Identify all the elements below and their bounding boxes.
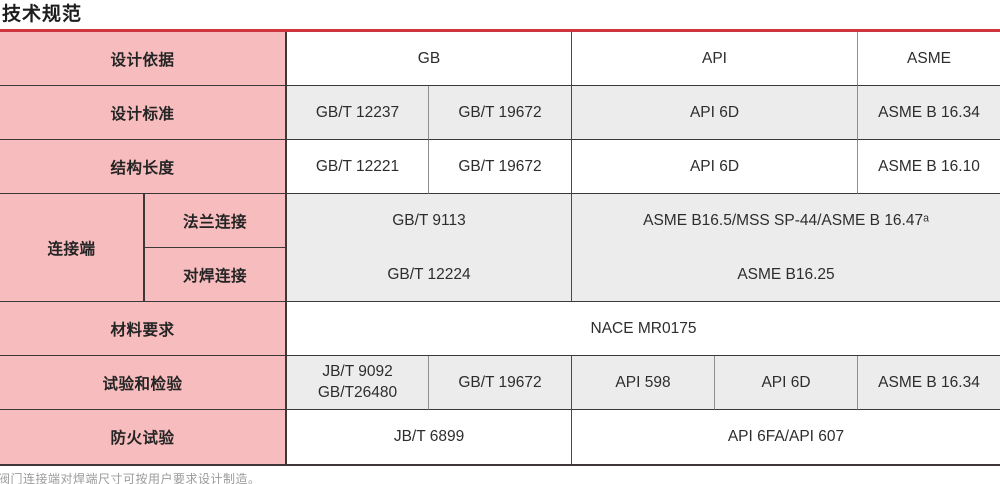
- cell-design-basis-gb: GB: [285, 32, 571, 86]
- cell-design-basis-api: API: [571, 32, 857, 86]
- cell-fire-test-intl: API 6FA/API 607: [571, 410, 1000, 464]
- cell-structure-length-gb2: GB/T 19672: [428, 140, 571, 194]
- cell-test-inspection-api6d: API 6D: [714, 356, 857, 410]
- spec-table: 设计依据 GB API ASME 设计标准 GB/T 12237 GB/T 19…: [0, 29, 1000, 466]
- cell-test-inspection-jb: JB/T 9092 GB/T26480: [285, 356, 428, 410]
- cell-structure-length-gb1: GB/T 12221: [285, 140, 428, 194]
- cell-design-standard-gb2: GB/T 19672: [428, 86, 571, 140]
- cell-structure-length-asme: ASME B 16.10: [857, 140, 1000, 194]
- row-header-fire-test: 防火试验: [0, 410, 285, 464]
- cell-structure-length-api: API 6D: [571, 140, 857, 194]
- cell-design-standard-asme: ASME B 16.34: [857, 86, 1000, 140]
- row-header-material-requirement: 材料要求: [0, 302, 285, 356]
- row-subheader-flange-connection: 法兰连接: [143, 194, 285, 248]
- cell-fire-test-gb: JB/T 6899: [285, 410, 571, 464]
- cell-design-standard-api: API 6D: [571, 86, 857, 140]
- cell-butt-weld-intl: ASME B16.25: [571, 248, 1000, 302]
- row-header-connection-end: 连接端: [0, 194, 143, 302]
- row-header-design-standard: 设计标准: [0, 86, 285, 140]
- cell-design-basis-asme: ASME: [857, 32, 1000, 86]
- row-header-test-inspection: 试验和检验: [0, 356, 285, 410]
- cell-flange-gb: GB/T 9113: [285, 194, 571, 248]
- row-subheader-butt-weld-connection: 对焊连接: [143, 248, 285, 302]
- cell-test-inspection-jb-line2: GB/T26480: [317, 383, 398, 401]
- cell-design-standard-gb1: GB/T 12237: [285, 86, 428, 140]
- footnote: 阀门连接端对焊端尺寸可按用户要求设计制造。: [0, 472, 261, 484]
- cell-flange-intl: ASME B16.5/MSS SP-44/ASME B 16.47ᵃ: [571, 194, 1000, 248]
- cell-test-inspection-asme: ASME B 16.34: [857, 356, 1000, 410]
- cell-material-requirement-value: NACE MR0175: [285, 302, 1000, 356]
- cell-test-inspection-api598: API 598: [571, 356, 714, 410]
- page-title: 技术规范: [2, 4, 83, 25]
- row-header-design-basis: 设计依据: [0, 32, 285, 86]
- cell-test-inspection-jb-line1: JB/T 9092: [322, 362, 393, 380]
- cell-test-inspection-gb2: GB/T 19672: [428, 356, 571, 410]
- cell-butt-weld-gb: GB/T 12224: [285, 248, 571, 302]
- row-header-structure-length: 结构长度: [0, 140, 285, 194]
